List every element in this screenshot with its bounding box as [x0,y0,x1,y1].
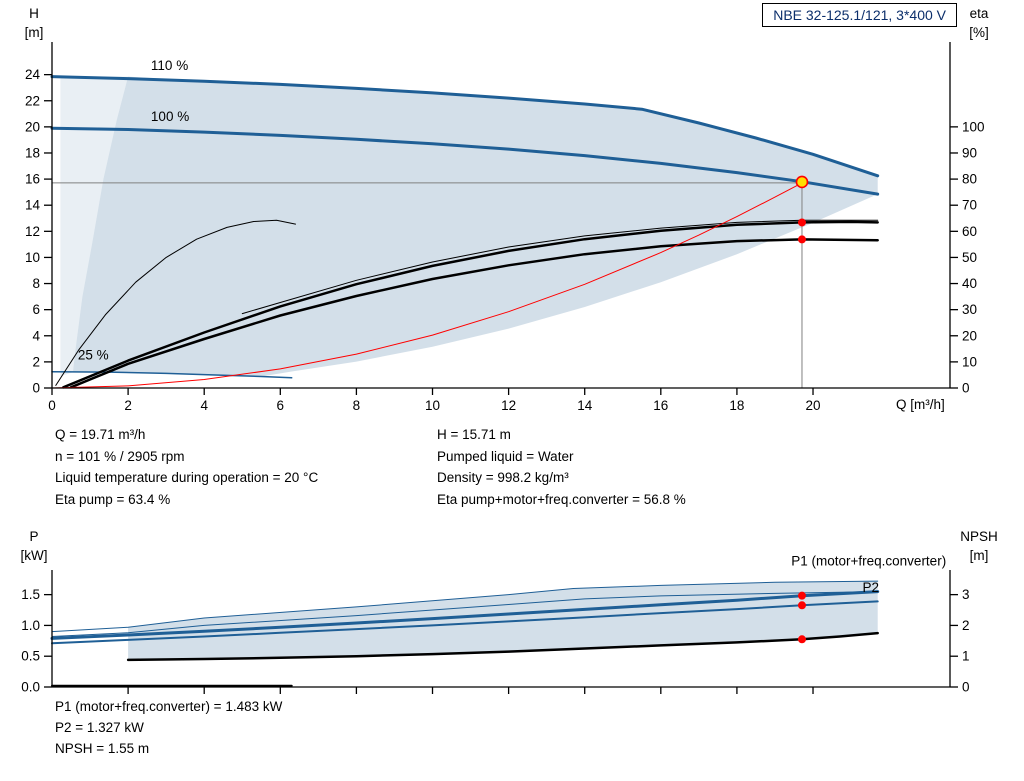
npsh-axis-label-unit: [m] [969,548,989,563]
svg-text:110 %: 110 % [151,58,188,73]
svg-text:2: 2 [962,618,970,633]
head-axis-label: H [m] [16,4,52,42]
svg-text:14: 14 [577,398,593,413]
svg-text:14: 14 [25,198,41,213]
svg-text:1.0: 1.0 [21,618,40,633]
svg-text:20: 20 [25,119,40,134]
svg-text:3: 3 [962,587,970,602]
svg-text:70: 70 [962,198,977,213]
svg-text:20: 20 [962,328,977,343]
duty-density-line: Density = 998.2 kg/m³ [437,470,569,485]
svg-text:8: 8 [353,398,361,413]
head-axis-label-symbol: H [29,6,39,21]
power-axis-label-symbol: P [29,529,39,544]
duty-liquid-line: Pumped liquid = Water [437,448,574,464]
eta-axis-label-symbol: eta [969,6,989,21]
svg-text:0: 0 [962,680,970,695]
svg-text:0: 0 [962,381,970,396]
svg-text:12: 12 [25,224,40,239]
svg-text:20: 20 [806,398,821,413]
svg-text:80: 80 [962,172,977,187]
p2-value-line: P2 = 1.327 kW [55,720,144,735]
svg-text:10: 10 [962,354,977,369]
svg-text:12: 12 [501,398,516,413]
svg-text:18: 18 [729,398,744,413]
svg-text:8: 8 [32,276,40,291]
svg-text:90: 90 [962,145,977,160]
duty-speed-line: n = 101 % / 2905 rpm [55,448,185,464]
svg-text:16: 16 [25,172,40,187]
duty-eta-pump-line: Eta pump = 63.4 % [55,491,171,507]
svg-text:100: 100 [962,119,985,134]
svg-text:2: 2 [124,398,132,413]
svg-text:P1 (motor+freq.converter): P1 (motor+freq.converter) [791,554,946,569]
svg-text:0.0: 0.0 [21,680,40,695]
svg-text:30: 30 [962,302,977,317]
duty-temperature-line: Liquid temperature during operation = 20… [55,470,319,485]
eta-axis-label: eta [%] [956,4,1002,42]
svg-text:1.5: 1.5 [21,587,40,602]
svg-text:P2: P2 [862,580,879,595]
npsh-value-line: NPSH = 1.55 m [55,741,150,756]
pump-model-badge: NBE 32-125.1/121, 3*400 V [762,3,957,27]
svg-text:0: 0 [32,381,40,396]
svg-text:2: 2 [32,354,40,369]
head-axis-label-unit: [m] [24,25,44,40]
power-info-block: P1 (motor+freq.converter) = 1.483 kW P2 … [55,696,282,759]
npsh-axis-label: NPSH [m] [944,527,1014,565]
svg-text:10: 10 [425,398,440,413]
svg-text:22: 22 [25,93,40,108]
duty-info-left-column: Q = 19.71 m³/h n = 101 % / 2905 rpm Liqu… [55,424,318,510]
svg-text:40: 40 [962,276,977,291]
p1-value-line: P1 (motor+freq.converter) = 1.483 kW [55,699,283,714]
flow-axis-label: Q [m³/h] [896,397,945,412]
svg-text:16: 16 [653,398,668,413]
svg-text:4: 4 [200,398,208,413]
svg-text:25 %: 25 % [78,347,109,362]
power-axis-label: P [kW] [16,527,52,565]
power-axis-label-unit: [kW] [20,548,48,563]
duty-head-line: H = 15.71 m [437,427,511,442]
eta-axis-label-unit: [%] [969,25,989,40]
duty-flow-line: Q = 19.71 m³/h [55,427,146,442]
svg-text:4: 4 [32,328,40,343]
svg-text:100 %: 100 % [151,109,189,124]
svg-text:0: 0 [48,398,56,413]
svg-text:6: 6 [277,398,285,413]
svg-text:6: 6 [32,302,40,317]
svg-text:10: 10 [25,250,40,265]
npsh-axis-label-symbol: NPSH [960,529,998,544]
svg-text:24: 24 [25,67,41,82]
svg-text:1: 1 [962,649,970,664]
svg-text:18: 18 [25,145,40,160]
svg-text:60: 60 [962,224,977,239]
duty-info-right-column: H = 15.71 m Pumped liquid = Water Densit… [437,424,686,510]
duty-eta-total-line: Eta pump+motor+freq.converter = 56.8 % [437,491,686,507]
svg-text:0.5: 0.5 [21,649,40,664]
svg-text:50: 50 [962,250,977,265]
